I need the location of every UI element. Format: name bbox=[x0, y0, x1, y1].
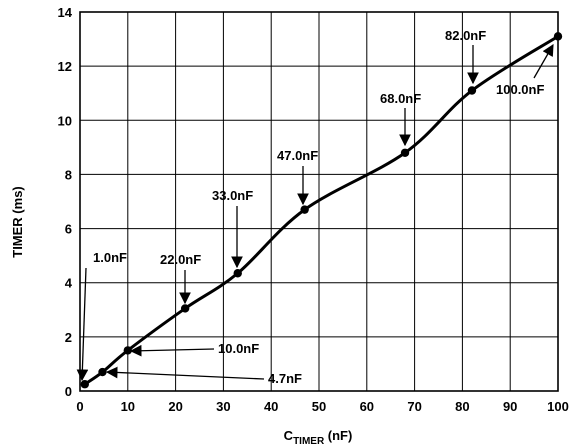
plot-frame bbox=[79, 11, 559, 392]
y-axis-ticks: 0 2 4 6 8 10 12 14 bbox=[58, 5, 73, 399]
data-point bbox=[180, 304, 190, 313]
y-tick-label: 4 bbox=[65, 276, 73, 291]
annotation-label: 33.0nF bbox=[212, 188, 253, 203]
x-tick-label: 60 bbox=[360, 399, 374, 414]
data-points bbox=[80, 32, 563, 389]
data-point bbox=[80, 380, 89, 389]
x-tick-label: 80 bbox=[455, 399, 469, 414]
annotation-arrow bbox=[533, 43, 554, 79]
y-tick-label: 10 bbox=[58, 113, 72, 128]
annotation-label: 82.0nF bbox=[445, 28, 486, 43]
data-point bbox=[98, 367, 107, 377]
annotation-label: 4.7nF bbox=[268, 371, 302, 386]
data-point bbox=[123, 346, 132, 355]
x-tick-label: 90 bbox=[503, 399, 517, 414]
y-axis-label: TIMER (ms) bbox=[10, 186, 25, 258]
x-axis-ticks: 0 10 20 30 40 50 60 70 80 90 100 bbox=[76, 399, 568, 414]
annotations: 1.0nF 4.7nF 10.0nF 22.0nF 33.0nF 47.0nF 68.0nF… bbox=[76, 28, 554, 386]
x-tick-label: 50 bbox=[312, 399, 326, 414]
data-point bbox=[400, 148, 410, 157]
x-tick-label: 100 bbox=[547, 399, 569, 414]
y-tick-label: 14 bbox=[58, 5, 73, 20]
y-tick-label: 8 bbox=[65, 167, 72, 182]
x-tick-label: 30 bbox=[216, 399, 230, 414]
x-tick-label: 0 bbox=[76, 399, 83, 414]
annotation-label: 47.0nF bbox=[277, 148, 318, 163]
annotation-arrow bbox=[105, 366, 265, 380]
x-tick-label: 10 bbox=[121, 399, 135, 414]
x-tick-label: 70 bbox=[407, 399, 421, 414]
annotation-arrow bbox=[76, 267, 89, 382]
x-axis-label-main: C bbox=[284, 428, 294, 443]
x-axis-label-subscript: TIMER bbox=[293, 436, 325, 446]
y-tick-label: 6 bbox=[65, 222, 72, 237]
x-axis-label-unit: (nF) bbox=[324, 428, 352, 443]
annotation-arrow bbox=[129, 344, 215, 357]
x-axis-label: CTIMER (nF) bbox=[284, 428, 353, 446]
y-tick-label: 0 bbox=[65, 384, 72, 399]
series-line bbox=[83, 34, 560, 386]
y-tick-label: 2 bbox=[65, 330, 72, 345]
x-tick-label: 40 bbox=[264, 399, 278, 414]
data-point bbox=[553, 32, 563, 41]
annotation-label: 68.0nF bbox=[380, 91, 421, 106]
annotation-label: 10.0nF bbox=[218, 341, 259, 356]
data-point bbox=[300, 205, 309, 214]
data-point bbox=[467, 86, 477, 95]
annotation-label: 22.0nF bbox=[160, 252, 201, 267]
x-tick-label: 20 bbox=[168, 399, 182, 414]
annotation-label: 1.0nF bbox=[93, 250, 127, 265]
y-tick-label: 12 bbox=[58, 59, 72, 74]
annotation-label: 100.0nF bbox=[496, 82, 544, 97]
data-point bbox=[233, 269, 242, 278]
